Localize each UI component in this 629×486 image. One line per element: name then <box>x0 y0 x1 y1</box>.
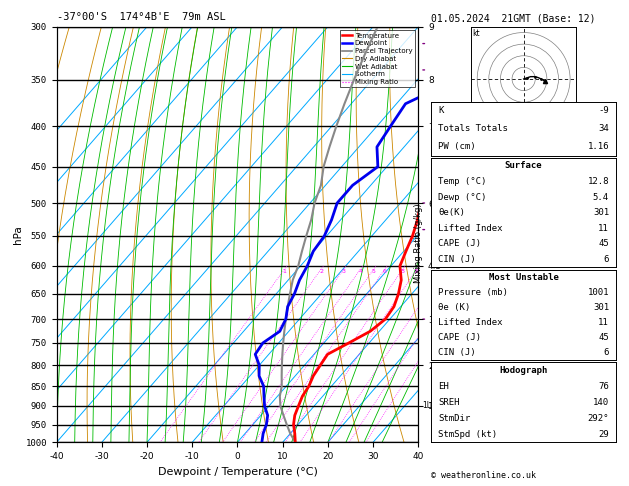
Text: EH: EH <box>438 382 449 391</box>
Text: CIN (J): CIN (J) <box>438 347 476 357</box>
Text: -9: -9 <box>598 106 609 116</box>
Text: 301: 301 <box>593 208 609 217</box>
Text: 10: 10 <box>413 269 421 274</box>
Text: Lifted Index: Lifted Index <box>438 318 503 327</box>
Text: 2: 2 <box>320 269 323 274</box>
Text: Temp (°C): Temp (°C) <box>438 177 487 186</box>
Text: Hodograph: Hodograph <box>499 365 548 375</box>
Text: CIN (J): CIN (J) <box>438 255 476 264</box>
Text: Most Unstable: Most Unstable <box>489 273 559 282</box>
Text: Pressure (mb): Pressure (mb) <box>438 288 508 297</box>
Text: StmDir: StmDir <box>438 414 470 423</box>
Text: -37°00'S  174°4B'E  79m ASL: -37°00'S 174°4B'E 79m ASL <box>57 12 225 22</box>
Text: 11: 11 <box>598 318 609 327</box>
Text: 12.8: 12.8 <box>587 177 609 186</box>
Text: 6: 6 <box>383 269 387 274</box>
Text: 76: 76 <box>598 382 609 391</box>
Text: 140: 140 <box>593 398 609 407</box>
Text: 34: 34 <box>598 124 609 133</box>
Text: StmSpd (kt): StmSpd (kt) <box>438 430 498 439</box>
Text: θe (K): θe (K) <box>438 303 470 312</box>
Text: SREH: SREH <box>438 398 460 407</box>
Text: 5: 5 <box>372 269 376 274</box>
Text: 3: 3 <box>342 269 346 274</box>
Legend: Temperature, Dewpoint, Parcel Trajectory, Dry Adiabat, Wet Adiabat, Isotherm, Mi: Temperature, Dewpoint, Parcel Trajectory… <box>340 30 415 87</box>
Text: 1.16: 1.16 <box>587 142 609 151</box>
Text: Totals Totals: Totals Totals <box>438 124 508 133</box>
Text: kt: kt <box>472 29 480 38</box>
Text: 1001: 1001 <box>587 288 609 297</box>
Text: Dewp (°C): Dewp (°C) <box>438 192 487 202</box>
Text: 6: 6 <box>604 255 609 264</box>
Text: Lifted Index: Lifted Index <box>438 224 503 233</box>
Text: 11: 11 <box>598 224 609 233</box>
Text: © weatheronline.co.uk: © weatheronline.co.uk <box>431 471 536 480</box>
Text: θe(K): θe(K) <box>438 208 465 217</box>
Text: 45: 45 <box>598 240 609 248</box>
Text: CAPE (J): CAPE (J) <box>438 240 481 248</box>
Text: Mixing Ratio (g/kg): Mixing Ratio (g/kg) <box>414 203 423 283</box>
Text: 4: 4 <box>359 269 362 274</box>
Text: 29: 29 <box>598 430 609 439</box>
Text: 8: 8 <box>401 269 405 274</box>
Text: 45: 45 <box>598 332 609 342</box>
X-axis label: Dewpoint / Temperature (°C): Dewpoint / Temperature (°C) <box>157 467 318 477</box>
Y-axis label: hPa: hPa <box>13 225 23 244</box>
Text: PW (cm): PW (cm) <box>438 142 476 151</box>
Text: Surface: Surface <box>505 161 542 170</box>
Text: CAPE (J): CAPE (J) <box>438 332 481 342</box>
Text: K: K <box>438 106 443 116</box>
Text: 6: 6 <box>604 347 609 357</box>
Text: 5.4: 5.4 <box>593 192 609 202</box>
Y-axis label: km
ASL: km ASL <box>445 235 462 254</box>
Text: 301: 301 <box>593 303 609 312</box>
Text: 01.05.2024  21GMT (Base: 12): 01.05.2024 21GMT (Base: 12) <box>431 14 596 24</box>
Text: 1LCL: 1LCL <box>422 401 440 410</box>
Text: 1: 1 <box>282 269 287 274</box>
Text: 292°: 292° <box>587 414 609 423</box>
